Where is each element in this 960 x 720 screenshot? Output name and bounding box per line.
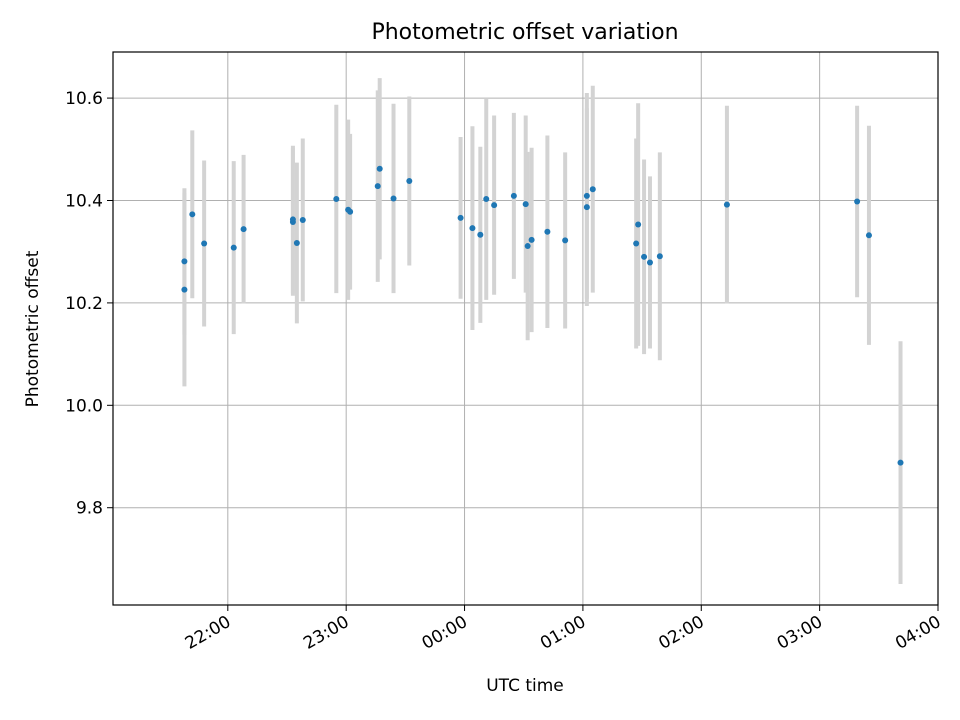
data-point bbox=[483, 195, 490, 202]
data-point bbox=[189, 211, 196, 218]
data-point bbox=[646, 259, 653, 266]
data-point bbox=[181, 286, 188, 293]
data-point bbox=[510, 192, 517, 199]
data-point bbox=[522, 201, 529, 208]
data-point bbox=[390, 195, 397, 202]
data-point bbox=[333, 195, 340, 202]
data-point bbox=[583, 192, 590, 199]
data-point bbox=[289, 216, 296, 223]
y-axis-ticks: 9.8 10.0 10.2 10.4 10.6 bbox=[65, 89, 113, 519]
data-point bbox=[469, 225, 476, 232]
data-point bbox=[293, 239, 300, 246]
data-point bbox=[491, 202, 498, 209]
data-point bbox=[230, 244, 237, 251]
y-axis-label: Photometric offset bbox=[23, 250, 43, 407]
data-point bbox=[240, 226, 247, 233]
data-point bbox=[854, 198, 861, 205]
data-point bbox=[583, 204, 590, 211]
data-point bbox=[406, 178, 413, 185]
data-point bbox=[201, 240, 208, 247]
y-tick-label: 10.2 bbox=[65, 294, 103, 314]
data-point bbox=[641, 253, 648, 260]
data-points bbox=[181, 165, 904, 466]
data-point bbox=[299, 216, 306, 223]
data-point bbox=[457, 214, 464, 221]
data-point bbox=[347, 208, 354, 215]
data-point bbox=[562, 237, 569, 244]
data-point bbox=[544, 228, 551, 235]
data-point bbox=[865, 232, 872, 239]
y-tick-label: 10.4 bbox=[65, 191, 103, 211]
data-point bbox=[181, 258, 188, 265]
data-point bbox=[589, 186, 596, 193]
data-point bbox=[524, 243, 531, 250]
data-point bbox=[656, 253, 663, 260]
x-axis-label: UTC time bbox=[486, 676, 564, 696]
data-point bbox=[723, 201, 730, 208]
y-tick-label: 10.6 bbox=[65, 89, 103, 109]
data-point bbox=[528, 236, 535, 243]
y-tick-label: 9.8 bbox=[76, 499, 103, 519]
data-point bbox=[633, 240, 640, 247]
data-point bbox=[635, 221, 642, 228]
data-point bbox=[376, 165, 383, 172]
data-point bbox=[897, 459, 904, 466]
plot-frame bbox=[112, 51, 939, 606]
data-point bbox=[374, 183, 381, 190]
chart-title: Photometric offset variation bbox=[371, 20, 678, 45]
data-point bbox=[477, 231, 484, 238]
y-tick-label: 10.0 bbox=[65, 396, 103, 416]
